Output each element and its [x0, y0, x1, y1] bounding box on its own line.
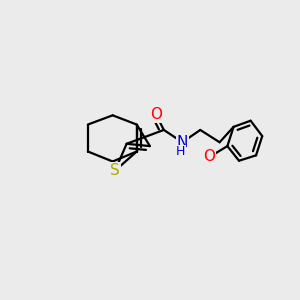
Text: H: H [176, 146, 185, 158]
Text: N: N [177, 135, 188, 150]
Text: S: S [110, 163, 120, 178]
Text: O: O [204, 149, 216, 164]
Text: O: O [150, 107, 162, 122]
